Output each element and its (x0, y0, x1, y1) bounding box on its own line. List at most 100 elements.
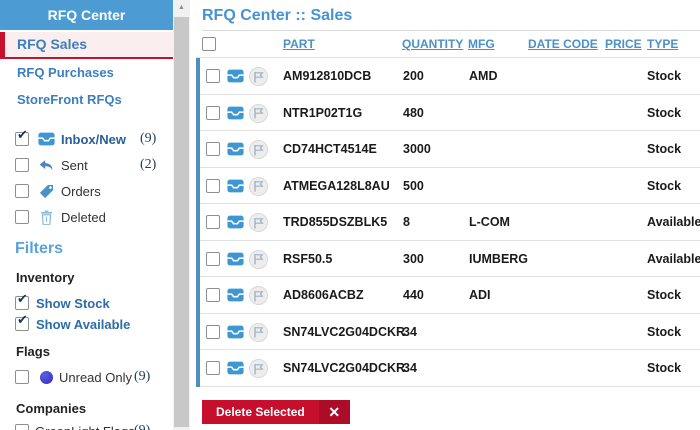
part-cell[interactable]: AD8606ACBZ (283, 288, 364, 302)
filter-label[interactable]: Show Available (36, 316, 131, 332)
flag-icon[interactable] (249, 103, 268, 123)
inbox-checkbox[interactable]: ✔ (15, 127, 29, 146)
folder-label[interactable]: Sent (61, 157, 88, 173)
company-checkbox[interactable]: ✔ (15, 424, 29, 430)
inbox-icon[interactable] (227, 325, 244, 344)
sent-checkbox[interactable]: ✔ (15, 158, 29, 172)
part-cell[interactable]: AM912810DCB (283, 69, 372, 83)
column-header-quantity[interactable]: QUANTITY (402, 37, 464, 51)
folder-label[interactable]: Inbox/New (61, 131, 127, 147)
select-all-checkbox[interactable] (202, 37, 216, 51)
close-icon[interactable]: ✕ (318, 400, 350, 424)
part-cell[interactable]: ATMEGA128L8AU (283, 178, 390, 193)
quantity-cell: 34 (403, 361, 417, 375)
quantity-cell: 8 (403, 215, 410, 229)
column-header-date-code[interactable]: DATE CODE (528, 37, 598, 51)
sidebar: RFQ Center RFQ Sales RFQ Purchases Store… (0, 0, 173, 430)
show-available-checkbox[interactable]: ✔ (15, 312, 29, 331)
row-checkbox[interactable] (206, 215, 220, 229)
sidebar-item-rfq-sales[interactable]: RFQ Sales (0, 32, 173, 59)
delete-selected-button[interactable]: Delete Selected ✕ (202, 400, 350, 424)
row-checkbox[interactable] (206, 361, 220, 375)
sidebar-item-rfq-purchases[interactable]: RFQ Purchases (17, 65, 114, 80)
inbox-icon[interactable] (227, 361, 244, 380)
orders-checkbox[interactable]: ✔ (15, 184, 29, 198)
row-checkbox[interactable] (206, 142, 220, 156)
folder-label[interactable]: Orders (61, 183, 101, 199)
part-cell[interactable]: CD74HCT4514E (283, 142, 377, 156)
row-checkbox[interactable] (206, 324, 220, 339)
page-title: RFQ Center :: Sales (202, 7, 353, 24)
unread-only-checkbox[interactable]: ✔ (15, 370, 29, 384)
part-cell[interactable]: SN74LVC2G04DCKR (283, 324, 406, 339)
filter-company-item[interactable]: ✔ GreenLight Flags (9) (0, 420, 173, 430)
type-cell: Stock (647, 69, 682, 83)
scrollbar-thumb[interactable] (174, 17, 189, 427)
deleted-checkbox[interactable]: ✔ (15, 210, 29, 224)
flag-icon[interactable] (249, 249, 268, 269)
filter-label[interactable]: Unread Only (59, 369, 132, 385)
row-checkbox[interactable] (206, 288, 220, 302)
scroll-up-icon[interactable]: ▲ (178, 4, 185, 11)
table-body: AM912810DCB 200 AMD Stock NTR1P02T1G 480… (196, 57, 700, 387)
quantity-cell: 200 (403, 69, 424, 83)
flag-icon[interactable] (249, 176, 268, 196)
table-row: NTR1P02T1G 480 Stock (200, 95, 700, 131)
column-header-mfg[interactable]: MFG (468, 37, 495, 51)
filter-label[interactable]: Show Stock (36, 295, 110, 311)
filter-count: (9) (134, 423, 150, 430)
table-row: SN74LVC2G04DCKR 34 Stock (200, 350, 700, 387)
trash-icon (37, 209, 55, 225)
companies-heading: Companies (16, 401, 87, 416)
inbox-icon[interactable] (227, 142, 244, 161)
row-checkbox[interactable] (206, 251, 220, 266)
table-row: AM912810DCB 200 AMD Stock (200, 58, 700, 95)
filter-show-stock[interactable]: ✔ Show Stock (0, 291, 173, 314)
flag-icon[interactable] (249, 286, 268, 305)
part-cell[interactable]: NTR1P02T1G (283, 105, 363, 120)
check-icon: ✔ (17, 127, 28, 142)
flag-icon[interactable] (249, 359, 268, 378)
sidebar-scrollbar[interactable]: ▲ (173, 0, 190, 430)
flag-icon[interactable] (249, 213, 268, 232)
part-cell[interactable]: RSF50.5 (283, 251, 333, 266)
quantity-cell: 500 (403, 178, 424, 193)
inbox-icon[interactable] (227, 288, 244, 307)
part-cell[interactable]: SN74LVC2G04DCKR (283, 361, 406, 375)
inbox-icon[interactable] (227, 69, 244, 88)
filter-label[interactable]: GreenLight Flags (35, 424, 135, 430)
folder-label[interactable]: Deleted (61, 209, 106, 225)
column-header-type[interactable]: TYPE (647, 37, 679, 51)
column-header-price[interactable]: PRICE (605, 37, 642, 51)
row-checkbox[interactable] (206, 105, 220, 120)
flag-icon[interactable] (249, 67, 268, 86)
mfg-cell: AMD (469, 69, 498, 83)
sidebar-item-storefront-rfqs[interactable]: StoreFront RFQs (17, 92, 122, 107)
folder-item-deleted[interactable]: ✔ Deleted (0, 206, 173, 228)
inbox-icon[interactable] (227, 179, 244, 198)
table-row: RSF50.5 300 IUMBERG Available (200, 241, 700, 277)
inbox-icon[interactable] (227, 252, 244, 271)
check-icon: ✔ (17, 291, 28, 306)
quantity-cell: 34 (403, 324, 417, 339)
row-checkbox[interactable] (206, 178, 220, 193)
mfg-cell: L-COM (469, 215, 510, 229)
quantity-cell: 300 (403, 251, 424, 266)
quantity-cell: 3000 (403, 142, 431, 156)
flag-icon[interactable] (249, 322, 268, 342)
title-divider (202, 30, 700, 31)
table-header-row: PART QUANTITY MFG DATE CODE PRICE TYPE (196, 33, 700, 56)
inbox-icon[interactable] (227, 106, 244, 125)
folder-item-inbox[interactable]: ✔ Inbox/New (9) (0, 127, 173, 150)
folder-item-orders[interactable]: ✔ Orders (0, 180, 173, 202)
delete-selected-label[interactable]: Delete Selected (202, 400, 319, 424)
row-checkbox[interactable] (206, 69, 220, 83)
part-cell[interactable]: TRD855DSZBLK5 (283, 215, 388, 229)
show-stock-checkbox[interactable]: ✔ (15, 291, 29, 310)
column-header-part[interactable]: PART (283, 37, 315, 51)
filter-show-available[interactable]: ✔ Show Available (0, 312, 173, 335)
folder-item-sent[interactable]: ✔ Sent (2) (0, 154, 173, 176)
flag-icon[interactable] (249, 140, 268, 159)
filter-unread-only[interactable]: ✔ Unread Only (9) (0, 366, 173, 388)
inbox-icon[interactable] (227, 215, 244, 234)
